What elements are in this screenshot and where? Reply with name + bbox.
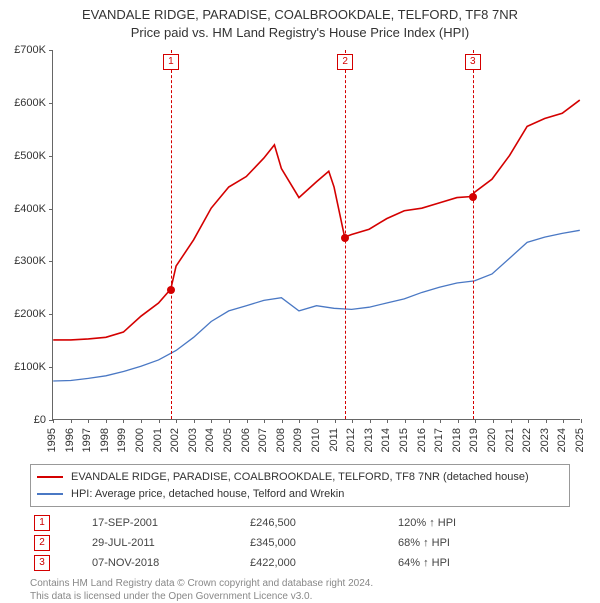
x-tick-label: 2012 bbox=[345, 428, 357, 452]
y-tick-label: £400K bbox=[14, 203, 46, 215]
x-tick-label: 2021 bbox=[504, 428, 516, 452]
x-tick-label: 1999 bbox=[116, 428, 128, 452]
x-tick-label: 2019 bbox=[468, 428, 480, 452]
y-tick-label: £600K bbox=[14, 97, 46, 109]
y-tick-label: £700K bbox=[14, 44, 46, 56]
marker-dot bbox=[341, 234, 349, 242]
x-tick-label: 2011 bbox=[328, 428, 340, 452]
marker-table: 1 17-SEP-2001£246,500120% ↑ HPI 2 29-JUL-20… bbox=[30, 513, 570, 573]
x-tick-label: 2010 bbox=[310, 428, 322, 452]
marker-pct: 120% ↑ HPI bbox=[394, 513, 570, 533]
x-tick-label: 2013 bbox=[363, 428, 375, 452]
y-axis-labels: £0£100K£200K£300K£400K£500K£600K£700K bbox=[0, 50, 50, 420]
legend-row: EVANDALE RIDGE, PARADISE, COALBROOKDALE,… bbox=[37, 469, 563, 486]
x-tick-label: 2008 bbox=[275, 428, 287, 452]
legend-label: EVANDALE RIDGE, PARADISE, COALBROOKDALE,… bbox=[71, 469, 529, 486]
attribution: Contains HM Land Registry data © Crown c… bbox=[30, 577, 570, 603]
x-tick-label: 2007 bbox=[257, 428, 269, 452]
legend-swatch bbox=[37, 493, 63, 495]
x-tick-label: 2014 bbox=[380, 428, 392, 452]
x-tick-label: 2025 bbox=[574, 428, 586, 452]
marker-line bbox=[473, 50, 474, 419]
x-tick-label: 2018 bbox=[451, 428, 463, 452]
marker-date: 29-JUL-2011 bbox=[88, 533, 246, 553]
marker-price: £246,500 bbox=[246, 513, 394, 533]
x-tick-label: 2022 bbox=[521, 428, 533, 452]
x-tick-label: 2005 bbox=[222, 428, 234, 452]
series-line bbox=[53, 100, 580, 340]
x-tick-label: 2024 bbox=[556, 428, 568, 452]
marker-price: £422,000 bbox=[246, 553, 394, 573]
marker-mini-box: 3 bbox=[34, 555, 50, 571]
y-tick-label: £500K bbox=[14, 150, 46, 162]
marker-dot bbox=[167, 286, 175, 294]
x-tick-label: 2016 bbox=[416, 428, 428, 452]
x-tick-label: 2009 bbox=[292, 428, 304, 452]
x-tick-label: 1997 bbox=[81, 428, 93, 452]
marker-date: 07-NOV-2018 bbox=[88, 553, 246, 573]
marker-row: 2 29-JUL-2011£345,00068% ↑ HPI bbox=[30, 533, 570, 553]
marker-row: 1 17-SEP-2001£246,500120% ↑ HPI bbox=[30, 513, 570, 533]
legend-row: HPI: Average price, detached house, Telf… bbox=[37, 486, 563, 503]
chart-plot-area: 1 2 3 bbox=[52, 50, 580, 420]
legend-label: HPI: Average price, detached house, Telf… bbox=[71, 486, 344, 503]
attribution-line: Contains HM Land Registry data © Crown c… bbox=[30, 577, 570, 590]
x-tick-label: 2000 bbox=[134, 428, 146, 452]
marker-date: 17-SEP-2001 bbox=[88, 513, 246, 533]
x-tick-label: 2002 bbox=[169, 428, 181, 452]
title-line-1: EVANDALE RIDGE, PARADISE, COALBROOKDALE,… bbox=[0, 6, 600, 24]
x-tick-label: 2001 bbox=[152, 428, 164, 452]
x-axis-labels: 1995199619971998199920002001200220032004… bbox=[52, 424, 580, 462]
x-tick-label: 2003 bbox=[187, 428, 199, 452]
marker-row: 3 07-NOV-2018£422,00064% ↑ HPI bbox=[30, 553, 570, 573]
x-tick-label: 2017 bbox=[433, 428, 445, 452]
x-tick-label: 2004 bbox=[204, 428, 216, 452]
legend-swatch bbox=[37, 476, 63, 478]
y-tick-label: £300K bbox=[14, 255, 46, 267]
y-tick-label: £0 bbox=[34, 414, 46, 426]
x-tick-label: 1998 bbox=[99, 428, 111, 452]
marker-box: 2 bbox=[337, 54, 353, 70]
x-tick-label: 2015 bbox=[398, 428, 410, 452]
marker-line bbox=[171, 50, 172, 419]
marker-mini-box: 2 bbox=[34, 535, 50, 551]
chart-lines-svg bbox=[53, 50, 580, 419]
attribution-line: This data is licensed under the Open Gov… bbox=[30, 590, 570, 603]
x-tick-label: 2020 bbox=[486, 428, 498, 452]
chart-title: EVANDALE RIDGE, PARADISE, COALBROOKDALE,… bbox=[0, 0, 600, 41]
legend-container: EVANDALE RIDGE, PARADISE, COALBROOKDALE,… bbox=[30, 464, 570, 603]
x-tick-label: 2023 bbox=[539, 428, 551, 452]
legend-box: EVANDALE RIDGE, PARADISE, COALBROOKDALE,… bbox=[30, 464, 570, 507]
y-tick-label: £100K bbox=[14, 361, 46, 373]
title-line-2: Price paid vs. HM Land Registry's House … bbox=[0, 24, 600, 42]
marker-mini-box: 1 bbox=[34, 515, 50, 531]
marker-box: 3 bbox=[465, 54, 481, 70]
x-tick-label: 1996 bbox=[64, 428, 76, 452]
marker-price: £345,000 bbox=[246, 533, 394, 553]
marker-pct: 64% ↑ HPI bbox=[394, 553, 570, 573]
marker-dot bbox=[469, 193, 477, 201]
x-tick-label: 1995 bbox=[46, 428, 58, 452]
marker-box: 1 bbox=[163, 54, 179, 70]
marker-pct: 68% ↑ HPI bbox=[394, 533, 570, 553]
x-tick-label: 2006 bbox=[240, 428, 252, 452]
series-line bbox=[53, 230, 580, 381]
y-tick-label: £200K bbox=[14, 308, 46, 320]
